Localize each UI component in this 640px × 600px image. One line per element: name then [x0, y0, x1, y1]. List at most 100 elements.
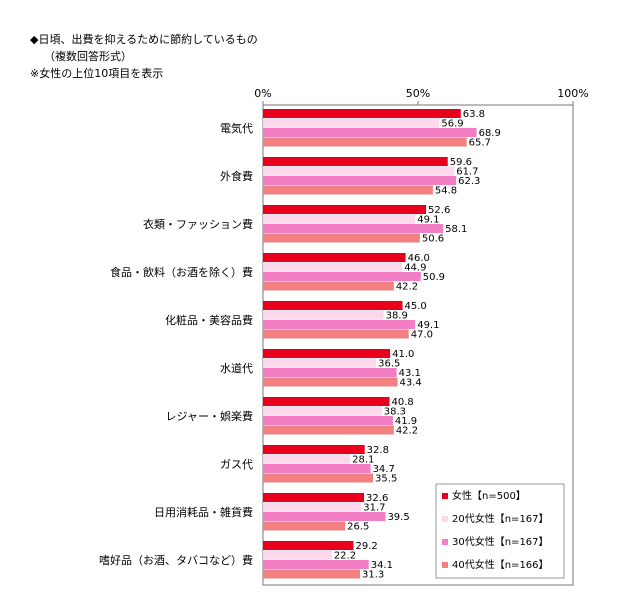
value-label: 43.4	[400, 377, 422, 388]
y-tick-label: 外食費	[220, 169, 253, 183]
bar	[263, 301, 403, 310]
bar	[263, 454, 351, 464]
bar	[263, 109, 461, 118]
value-label: 41.0	[392, 349, 414, 360]
bar	[263, 262, 403, 272]
legend-swatch	[442, 562, 448, 568]
value-label: 26.5	[347, 521, 369, 532]
value-label: 31.7	[363, 502, 385, 513]
value-label: 52.6	[428, 205, 450, 216]
legend-label: 20代女性【n=167】	[452, 512, 549, 525]
value-label: 54.8	[435, 185, 457, 196]
value-label: 50.6	[422, 233, 444, 244]
bar	[263, 118, 440, 128]
value-label: 59.6	[450, 157, 472, 168]
value-label: 61.7	[456, 166, 478, 177]
bar	[263, 137, 467, 147]
bar	[263, 541, 354, 550]
y-tick-label: 日用消耗品・雑貨費	[154, 505, 253, 519]
bar	[263, 464, 371, 473]
y-tick-label: 化粧品・美容品費	[165, 313, 253, 327]
value-label: 35.5	[375, 473, 397, 484]
value-label: 50.9	[423, 272, 445, 283]
bar	[263, 233, 420, 243]
value-label: 44.9	[404, 262, 426, 273]
bar	[263, 272, 421, 281]
value-label: 43.1	[399, 368, 421, 379]
x-tick-label: 50%	[406, 87, 430, 100]
chart-subtitle: （複数回答形式）	[44, 49, 132, 63]
legend-label: 40代女性【n=166】	[452, 558, 549, 571]
value-label: 31.3	[362, 569, 384, 580]
y-tick-label: 水道代	[220, 361, 253, 375]
value-label: 40.8	[391, 397, 413, 408]
value-label: 32.8	[367, 445, 389, 456]
value-label: 28.1	[352, 454, 374, 465]
legend-box	[435, 483, 565, 579]
bar	[263, 128, 477, 137]
value-label: 56.9	[441, 118, 463, 129]
value-label: 58.1	[445, 224, 467, 235]
bar	[263, 349, 391, 358]
y-tick-label: レジャー・娯楽費	[166, 409, 253, 423]
bar	[263, 502, 362, 512]
value-label: 41.9	[395, 416, 417, 427]
y-tick-label: ガス代	[220, 458, 253, 471]
bar	[263, 320, 416, 329]
bar	[263, 425, 394, 435]
bar	[263, 493, 365, 502]
bar	[263, 281, 394, 291]
value-label: 49.1	[417, 214, 439, 225]
bar	[263, 512, 386, 521]
legend-label: 女性【n=500】	[452, 489, 526, 502]
bar	[263, 550, 332, 560]
value-label: 46.0	[408, 253, 430, 264]
bar	[263, 521, 346, 531]
value-label: 63.8	[463, 109, 485, 120]
value-label: 39.5	[387, 512, 409, 523]
bar	[263, 329, 409, 339]
value-label: 62.3	[458, 176, 480, 187]
x-tick-label: 100%	[557, 87, 588, 100]
y-tick-label: 食品・飲料（お酒を除く）費	[110, 265, 253, 279]
y-tick-label: 電気代	[220, 121, 253, 135]
legend-swatch	[442, 516, 448, 522]
bar	[263, 224, 444, 233]
value-label: 38.3	[384, 406, 406, 417]
value-label: 38.9	[386, 310, 408, 321]
bar	[263, 310, 384, 320]
bar	[263, 445, 365, 454]
value-label: 47.0	[411, 329, 433, 340]
bar	[263, 166, 455, 176]
bar	[263, 377, 398, 387]
bar	[263, 185, 433, 195]
value-label: 34.7	[373, 464, 395, 475]
bar	[263, 176, 457, 185]
bar	[263, 214, 416, 224]
value-label: 34.1	[371, 560, 393, 571]
bar	[263, 253, 406, 262]
value-label: 42.2	[396, 425, 418, 436]
y-tick-label: 嗜好品（お酒、タバコなど）費	[99, 553, 253, 567]
value-label: 65.7	[469, 137, 491, 148]
value-label: 68.9	[479, 128, 501, 139]
chart-note: ※女性の上位10項目を表示	[30, 66, 163, 80]
x-tick-label: 0%	[254, 87, 271, 100]
bar	[263, 406, 382, 416]
value-label: 45.0	[405, 301, 427, 312]
bar	[263, 358, 377, 368]
bar	[263, 473, 374, 483]
chart-title: ◆日頃、出費を抑えるために節約しているもの	[30, 32, 258, 46]
value-label: 49.1	[417, 320, 439, 331]
bar	[263, 569, 361, 579]
y-tick-label: 衣類・ファッション費	[143, 217, 253, 231]
legend-label: 30代女性【n=167】	[452, 535, 549, 548]
value-label: 22.2	[334, 550, 356, 561]
value-label: 42.2	[396, 281, 418, 292]
bar	[263, 560, 369, 569]
bar	[263, 368, 397, 377]
value-label: 29.2	[356, 541, 378, 552]
legend-swatch	[442, 539, 448, 545]
value-label: 32.6	[366, 493, 388, 504]
